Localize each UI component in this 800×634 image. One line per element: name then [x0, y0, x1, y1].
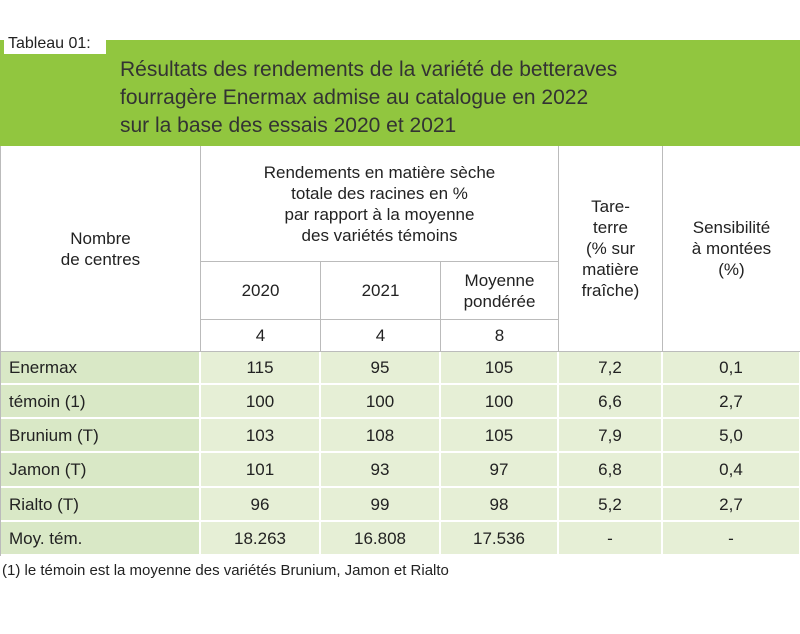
data-cell: 2,7 — [663, 385, 800, 419]
title-band — [0, 40, 800, 146]
data-cell: 6,6 — [559, 385, 663, 419]
text-line: Tare- — [591, 197, 630, 216]
text-line: pondérée — [463, 291, 536, 311]
data-cell: 5,0 — [663, 419, 800, 453]
text-line: Rendements en matière sèche — [263, 162, 496, 182]
data-cell: 6,8 — [559, 453, 663, 488]
text-line: Moyenne — [464, 270, 535, 290]
data-cell: 99 — [321, 488, 441, 522]
text-line: par rapport à la moyenne — [284, 204, 475, 224]
header-cell: 8 — [441, 320, 559, 352]
data-cell: 16.808 — [321, 522, 441, 556]
text-line: sur la base des essais 2020 et 2021 — [120, 114, 457, 137]
data-cell: 97 — [441, 453, 559, 488]
text-line: de centres — [60, 249, 141, 269]
data-cell: 108 — [321, 419, 441, 453]
header-cell: Rendements en matière sèche totale des ra… — [201, 146, 559, 262]
header-cell: 4 — [321, 320, 441, 352]
text-line: terre — [593, 218, 628, 237]
row-label: Enermax — [1, 352, 201, 385]
data-cell: 100 — [321, 385, 441, 419]
data-cell: 95 — [321, 352, 441, 385]
data-cell: 98 — [441, 488, 559, 522]
data-cell: 2,7 — [663, 488, 800, 522]
text-line: (% sur — [585, 239, 636, 258]
text-line: 2021 — [361, 281, 400, 300]
data-cell: 18.263 — [201, 522, 321, 556]
data-cell: 7,2 — [559, 352, 663, 385]
text-line: fourragère Enermax admise au catalogue e… — [120, 86, 589, 109]
row-label: Jamon (T) — [1, 453, 201, 488]
row-label: Moy. tém. — [1, 522, 201, 556]
text-line: totale des racines en % — [291, 183, 468, 203]
data-cell: 96 — [201, 488, 321, 522]
row-label: Brunium (T) — [1, 419, 201, 453]
title: Résultats des rendements de la variété d… — [120, 56, 790, 140]
data-cell: 0,1 — [663, 352, 800, 385]
text-line: Sensibilité — [692, 218, 771, 237]
header-cell: Tare-terre (% sur matière fraîche) — [559, 146, 663, 352]
text-line: des variétés témoins — [301, 225, 458, 245]
text-line: 2020 — [241, 281, 280, 300]
text-line: fraîche) — [581, 281, 640, 300]
table-label: Tableau 01: — [4, 6, 106, 54]
row-label: témoin (1) — [1, 385, 201, 419]
data-cell: 93 — [321, 453, 441, 488]
data-cell: 7,9 — [559, 419, 663, 453]
data-cell: 100 — [441, 385, 559, 419]
data-cell: 105 — [441, 419, 559, 453]
data-cell: 5,2 — [559, 488, 663, 522]
text-line: Nombre — [70, 228, 131, 248]
text-line: (%) — [718, 260, 745, 279]
header-cell: 4 — [201, 320, 321, 352]
data-cell: - — [663, 522, 800, 556]
text-line: matière — [582, 260, 639, 279]
data-cell: 0,4 — [663, 453, 800, 488]
text-line: Résultats des rendements de la variété d… — [120, 58, 618, 81]
footnote: (1) le témoin est la moyenne des variété… — [2, 562, 449, 579]
data-cell: 100 — [201, 385, 321, 419]
data-cell: 101 — [201, 453, 321, 488]
header-cell: 2020 — [201, 262, 321, 320]
data-cell: - — [559, 522, 663, 556]
data-cell: 103 — [201, 419, 321, 453]
data-cell: 17.536 — [441, 522, 559, 556]
header-cell: Nombre de centres — [1, 146, 201, 352]
header-cell: 2021 — [321, 262, 441, 320]
header-cell: Sensibilité à montées (%) — [663, 146, 800, 352]
row-label: Rialto (T) — [1, 488, 201, 522]
header-cell: Moyenne pondérée — [441, 262, 559, 320]
data-cell: 115 — [201, 352, 321, 385]
data-cell: 105 — [441, 352, 559, 385]
table: Nombre de centres Rendements en matière sè… — [0, 146, 800, 556]
text-line: à montées — [691, 239, 772, 258]
